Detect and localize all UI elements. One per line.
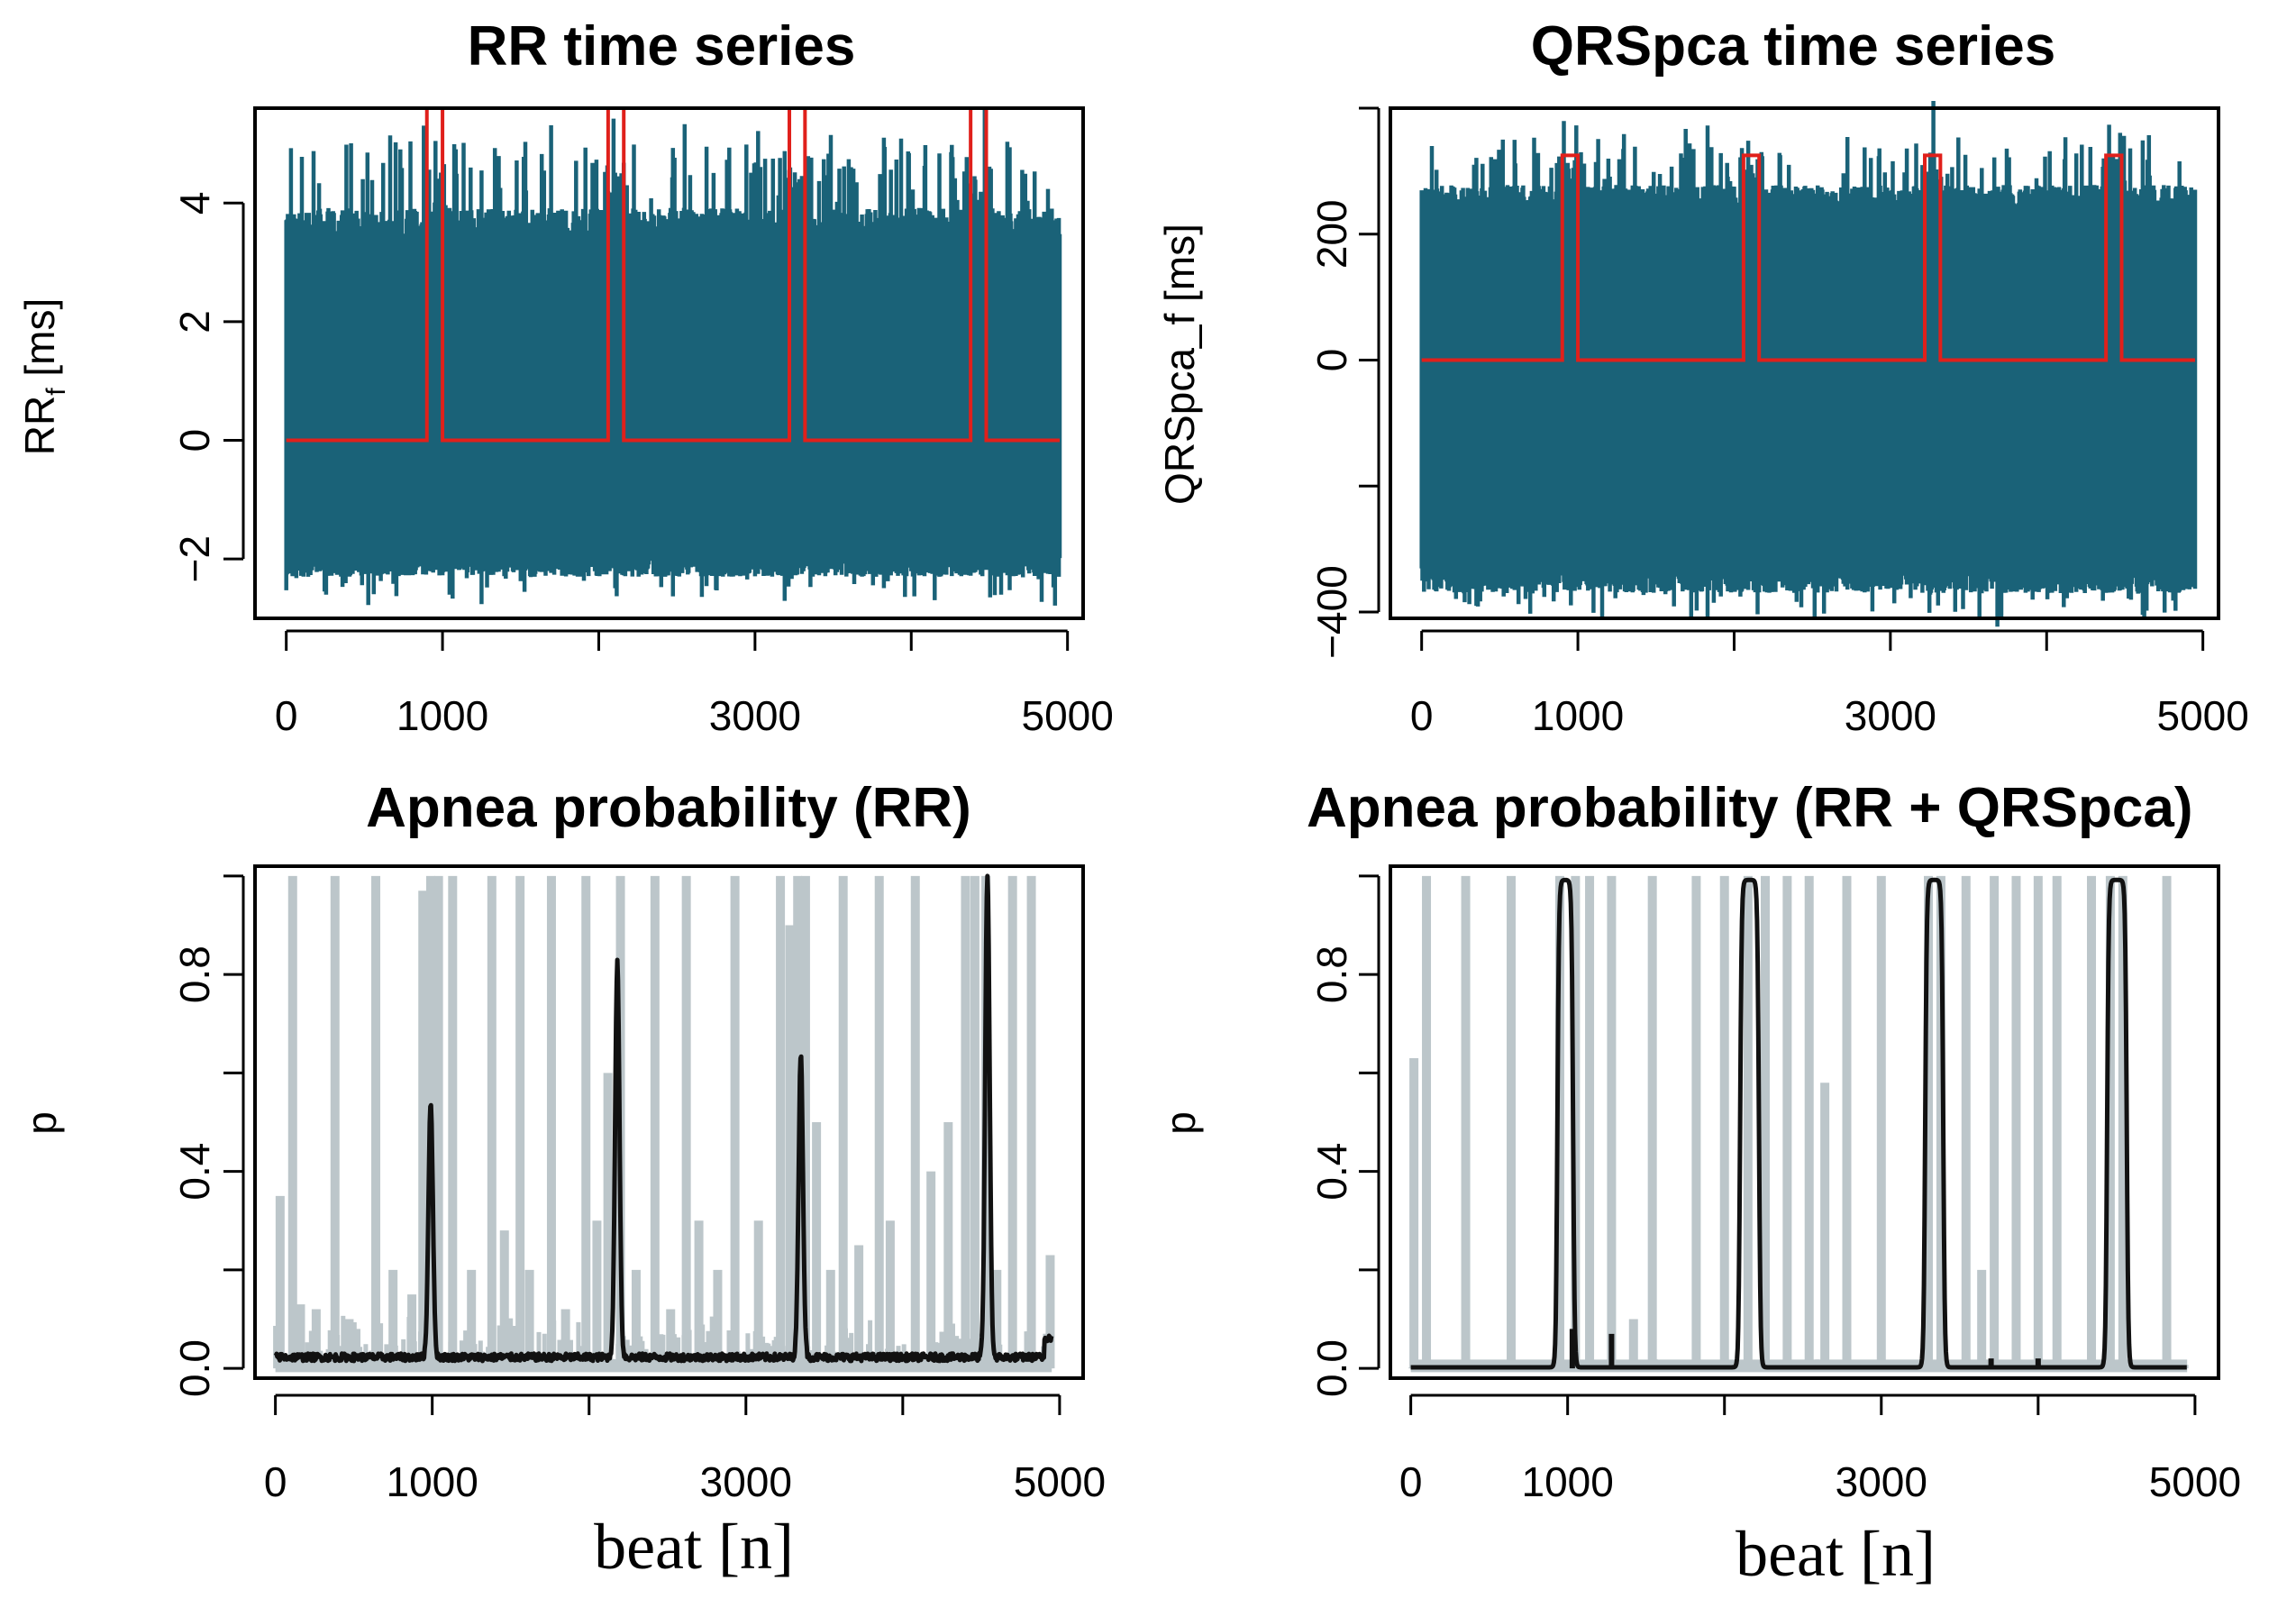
panel-qrs-ylabel-main: QRSpca_f [ms] [1156,224,1203,505]
x-tick-label: 0 [275,692,298,739]
y-tick-label: −2 [171,535,218,582]
panel-pqrs-axes: 0 1000 3000 5000 0.0 0.4 0.8 [1308,864,2241,1505]
panel-prr-axes: 0 1000 3000 5000 0.0 0.4 0.8 [171,864,1106,1505]
x-tick-label: 5000 [1014,1458,1106,1505]
panel-prr-xlabel: beat [n] [594,1511,794,1583]
panel-rr-ylabel: RRf [ms] [16,298,71,455]
y-tick-label: 200 [1308,199,1355,269]
y-tick-label: 0.0 [1308,1339,1355,1397]
x-tick-label: 5000 [2149,1458,2241,1505]
apnea-marker-line [1421,153,2195,362]
x-tick-label: 0 [1410,692,1434,739]
panel-prr-ylabel-main: p [18,1111,65,1135]
panel-rr-axes: 0 1000 3000 5000 −2 0 2 4 [171,106,1114,739]
mean-probability-line [273,873,1054,1364]
panel-qrs: QRSpca time series QRSpca_f [ms] 0 1000 30… [1156,15,2249,739]
y-tick-label: −400 [1308,565,1355,659]
panel-pqrs-xlabel: beat [n] [1736,1518,1936,1590]
panel-prr-data [273,873,1055,1373]
panel-pqrs-title: Apnea probability (RR + QRSpca) [1307,777,2193,839]
y-tick-label: 0.4 [171,1143,218,1201]
panel-qrs-axes: 0 1000 3000 5000 −400 0 200 [1308,106,2249,739]
signal-series [284,109,1062,606]
panel-prr: Apnea probability (RR) p beat [n] 0 1000 3… [18,777,1106,1583]
y-tick-label: 0.4 [1308,1143,1355,1201]
y-tick-label: 0 [171,429,218,452]
panel-pqrs-data [1408,875,2189,1373]
x-tick-label: 3000 [700,1458,792,1505]
x-tick-label: 3000 [709,692,801,739]
y-tick-label: 0.8 [171,946,218,1003]
y-tick-label: 0.8 [1308,946,1355,1003]
panel-prr-title: Apnea probability (RR) [366,777,971,839]
panel-rr: RR time series RRf [ms] 0 1000 3000 5000−20… [16,15,1114,739]
y-tick-label: 0 [1308,349,1355,372]
panel-rr-ylabel-rest: [ms] [16,298,63,388]
plot-frame [1389,864,2220,1380]
panel-pqrs-ylabel-main: p [1157,1111,1204,1135]
plot-frame [1389,106,2220,620]
x-tick-label: 1000 [396,692,488,739]
x-tick-label: 1000 [387,1458,478,1505]
x-tick-label: 5000 [2156,692,2248,739]
panel-qrs-data [1419,101,2198,627]
mean-probability-line [1408,877,2189,1370]
x-tick-label: 1000 [1522,1458,1614,1505]
panel-rr-ylabel-sub: f [41,388,71,396]
x-tick-label: 1000 [1532,692,1624,739]
y-tick-label: 0.0 [171,1339,218,1397]
panel-rr-title: RR time series [468,15,856,78]
panel-pqrs-ylabel: p [1157,1111,1204,1135]
y-tick-label: 4 [171,192,218,215]
plot-frame [253,106,1085,620]
panel-rr-data [284,106,1062,606]
panel-qrs-ylabel: QRSpca_f [ms] [1156,224,1203,505]
panel-pqrs: Apnea probability (RR + QRSpca) p beat [… [1157,777,2241,1590]
plot-frame [253,864,1085,1380]
signal-series [1419,101,2198,627]
y-tick-label: 2 [171,310,218,333]
x-tick-label: 3000 [1836,1458,1927,1505]
x-tick-label: 3000 [1845,692,1936,739]
x-tick-label: 0 [1399,1458,1423,1505]
x-tick-label: 5000 [1021,692,1113,739]
panel-prr-ylabel: p [18,1111,65,1135]
panel-qrs-title: QRSpca time series [1531,15,2055,78]
panel-rr-ylabel-main: RR [16,396,63,455]
x-tick-label: 0 [264,1458,287,1505]
